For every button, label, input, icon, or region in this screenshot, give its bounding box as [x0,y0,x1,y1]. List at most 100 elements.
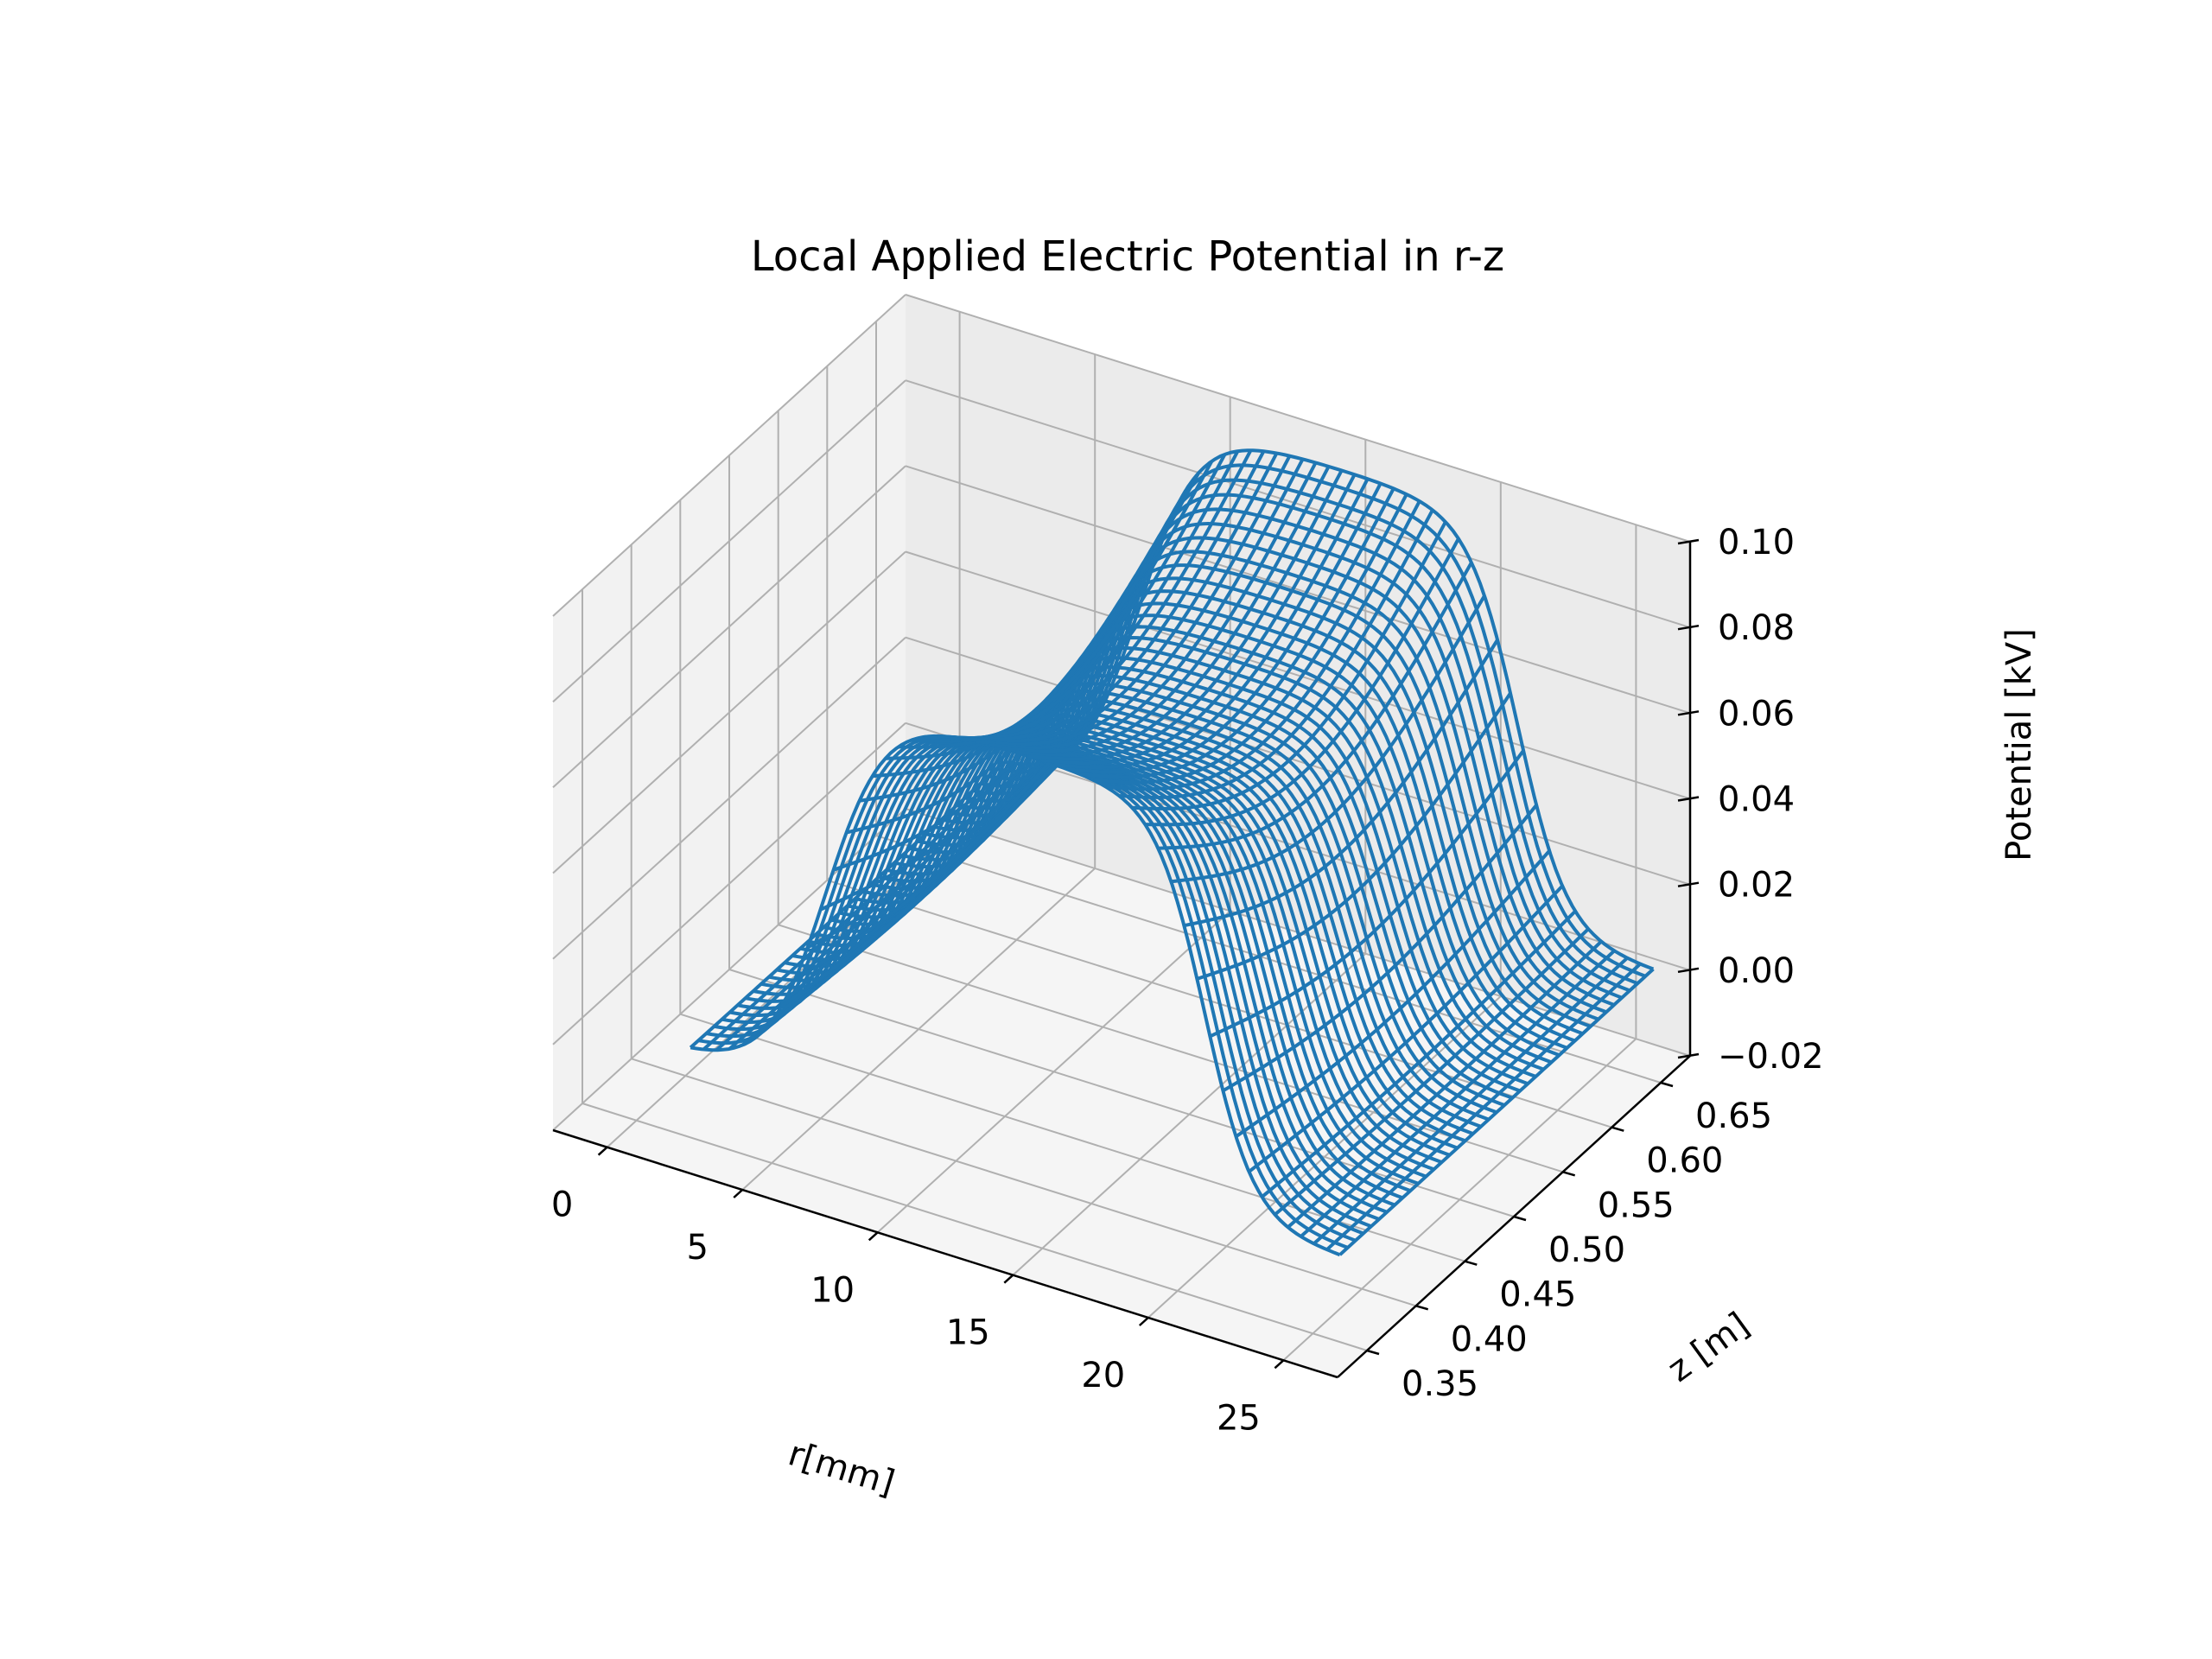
surface-line-along-z [1014,465,1331,757]
z-tick-mark [1677,1052,1700,1059]
surface-line-along-z [1119,509,1434,799]
y-tick-mark [1660,1081,1674,1088]
surface-line-along-z [1222,804,1538,1093]
y-tick-label: 0.40 [1451,1319,1528,1359]
surface-line-along-z [963,452,1279,743]
surface-line-along-z [976,454,1292,747]
surface-wireframe [689,448,1655,1257]
surface-line-along-z [1274,927,1590,1217]
surface-line-along-z [1001,461,1318,753]
y-tick-mark [1415,1305,1429,1311]
grid-line-back-v [905,550,1691,800]
z-tick-mark [1677,710,1700,716]
grid-line-back-v [905,294,1691,543]
surface-line-along-z [988,458,1305,750]
surface-line-along-z [898,460,1214,749]
x-tick-mark [733,1189,744,1198]
x-tick-mark [1138,1317,1149,1326]
surface-line-along-z [1106,500,1421,791]
z-tick-mark [1677,796,1700,802]
z-tick-label: 0.06 [1718,694,1795,734]
z-tick-label: 0.04 [1718,780,1795,820]
surface-line-along-z [1092,493,1408,785]
x-tick-label: 5 [686,1228,708,1268]
surface-line-along-z [819,622,1135,912]
y-tick-label: 0.50 [1548,1230,1625,1270]
surface-line-along-z [1300,949,1616,1238]
z-tick-label: 0.00 [1718,951,1795,991]
surface-line-along-z [702,762,1019,1051]
grid-line-left-v [552,722,906,1046]
surface-line-along-z [1132,521,1447,810]
z-tick-mark [1677,538,1700,545]
z-tick-mark [1677,881,1700,887]
x-tick-label: 15 [946,1313,990,1353]
grid-line-left-v [552,636,906,960]
z-tick-label: −0.02 [1718,1037,1824,1077]
y-tick-mark [1513,1215,1527,1222]
grid-line-left-v [552,379,906,702]
axis-ticks: 0 5 10 15 20 25 0.35 0.400.45 0.50 0.550.60 0.65 −0… [551,523,1824,1438]
grid-line-left-v [552,550,906,874]
y-tick-mark [1562,1171,1576,1177]
surface-line-along-z [780,719,1096,1008]
grid-line-floor-z [728,969,1515,1217]
y-tick-mark [1464,1260,1478,1266]
x-tick-label: 0 [551,1185,573,1225]
surface-line-along-z [1235,849,1551,1139]
z-tick-label: 0.08 [1718,608,1795,648]
surface-line-along-z [1196,692,1512,981]
surface-line-along-z [1171,594,1486,884]
surface-line-along-z [1338,968,1655,1256]
surface-line-along-z [1248,884,1564,1173]
y-tick-label: 0.65 [1695,1096,1772,1136]
grid-line-floor-z [778,924,1564,1173]
grid-line-floor-z [631,1058,1417,1307]
x-tick-mark [868,1231,879,1242]
surface-line-along-z [1313,957,1629,1245]
surface-line-along-z [1183,639,1499,928]
y-tick-label: 0.60 [1646,1141,1723,1181]
x-tick-label: 20 [1081,1356,1125,1395]
y-tick-mark [1366,1349,1380,1356]
z-axis-label: Potential [kV] [1999,628,2039,861]
z-tick-mark [1677,624,1700,631]
surface-line-along-z [1261,910,1577,1198]
x-tick-mark [1003,1274,1014,1284]
surface-line-along-z [1066,482,1382,774]
surface-line-along-z [1053,478,1370,770]
y-tick-mark [1611,1126,1624,1132]
surface-line-along-z [885,472,1201,760]
y-tick-label: 0.35 [1402,1364,1478,1404]
grid-line-left-v [552,808,906,1131]
surface-line-along-z [1027,469,1344,761]
surface-line-along-z [1040,474,1357,766]
x-tick-mark [597,1146,608,1156]
x-tick-label: 10 [810,1270,855,1310]
surface-line-along-z [1325,963,1642,1251]
grid-line-back-v [905,465,1691,715]
y-tick-label: 0.45 [1499,1275,1576,1315]
grid-line-back-v [905,379,1691,629]
surface-line-along-z [1209,749,1525,1039]
grid-line-back-v [905,636,1691,886]
x-axis-line [552,1128,1338,1379]
y-tick-label: 0.55 [1598,1185,1675,1225]
z-tick-label: 0.02 [1718,866,1795,906]
x-tick-label: 25 [1217,1398,1261,1438]
x-tick-mark [1274,1359,1285,1370]
surface-line-along-z [1287,940,1603,1229]
grid-line-floor-z [582,1103,1368,1351]
z-tick-mark [1677,967,1700,974]
surface-line-along-z [1145,537,1460,827]
surface-line-along-z [832,582,1148,872]
surface-line-along-z [806,660,1122,950]
grid-line-left-v [552,294,906,617]
z-tick-label: 0.10 [1718,523,1795,563]
surface-line-along-z [1158,562,1473,850]
grid-line-left-v [552,465,906,789]
surface-line-along-z [689,760,1006,1049]
surface-line-along-z [950,450,1266,741]
surface-line-along-z [1079,487,1395,779]
